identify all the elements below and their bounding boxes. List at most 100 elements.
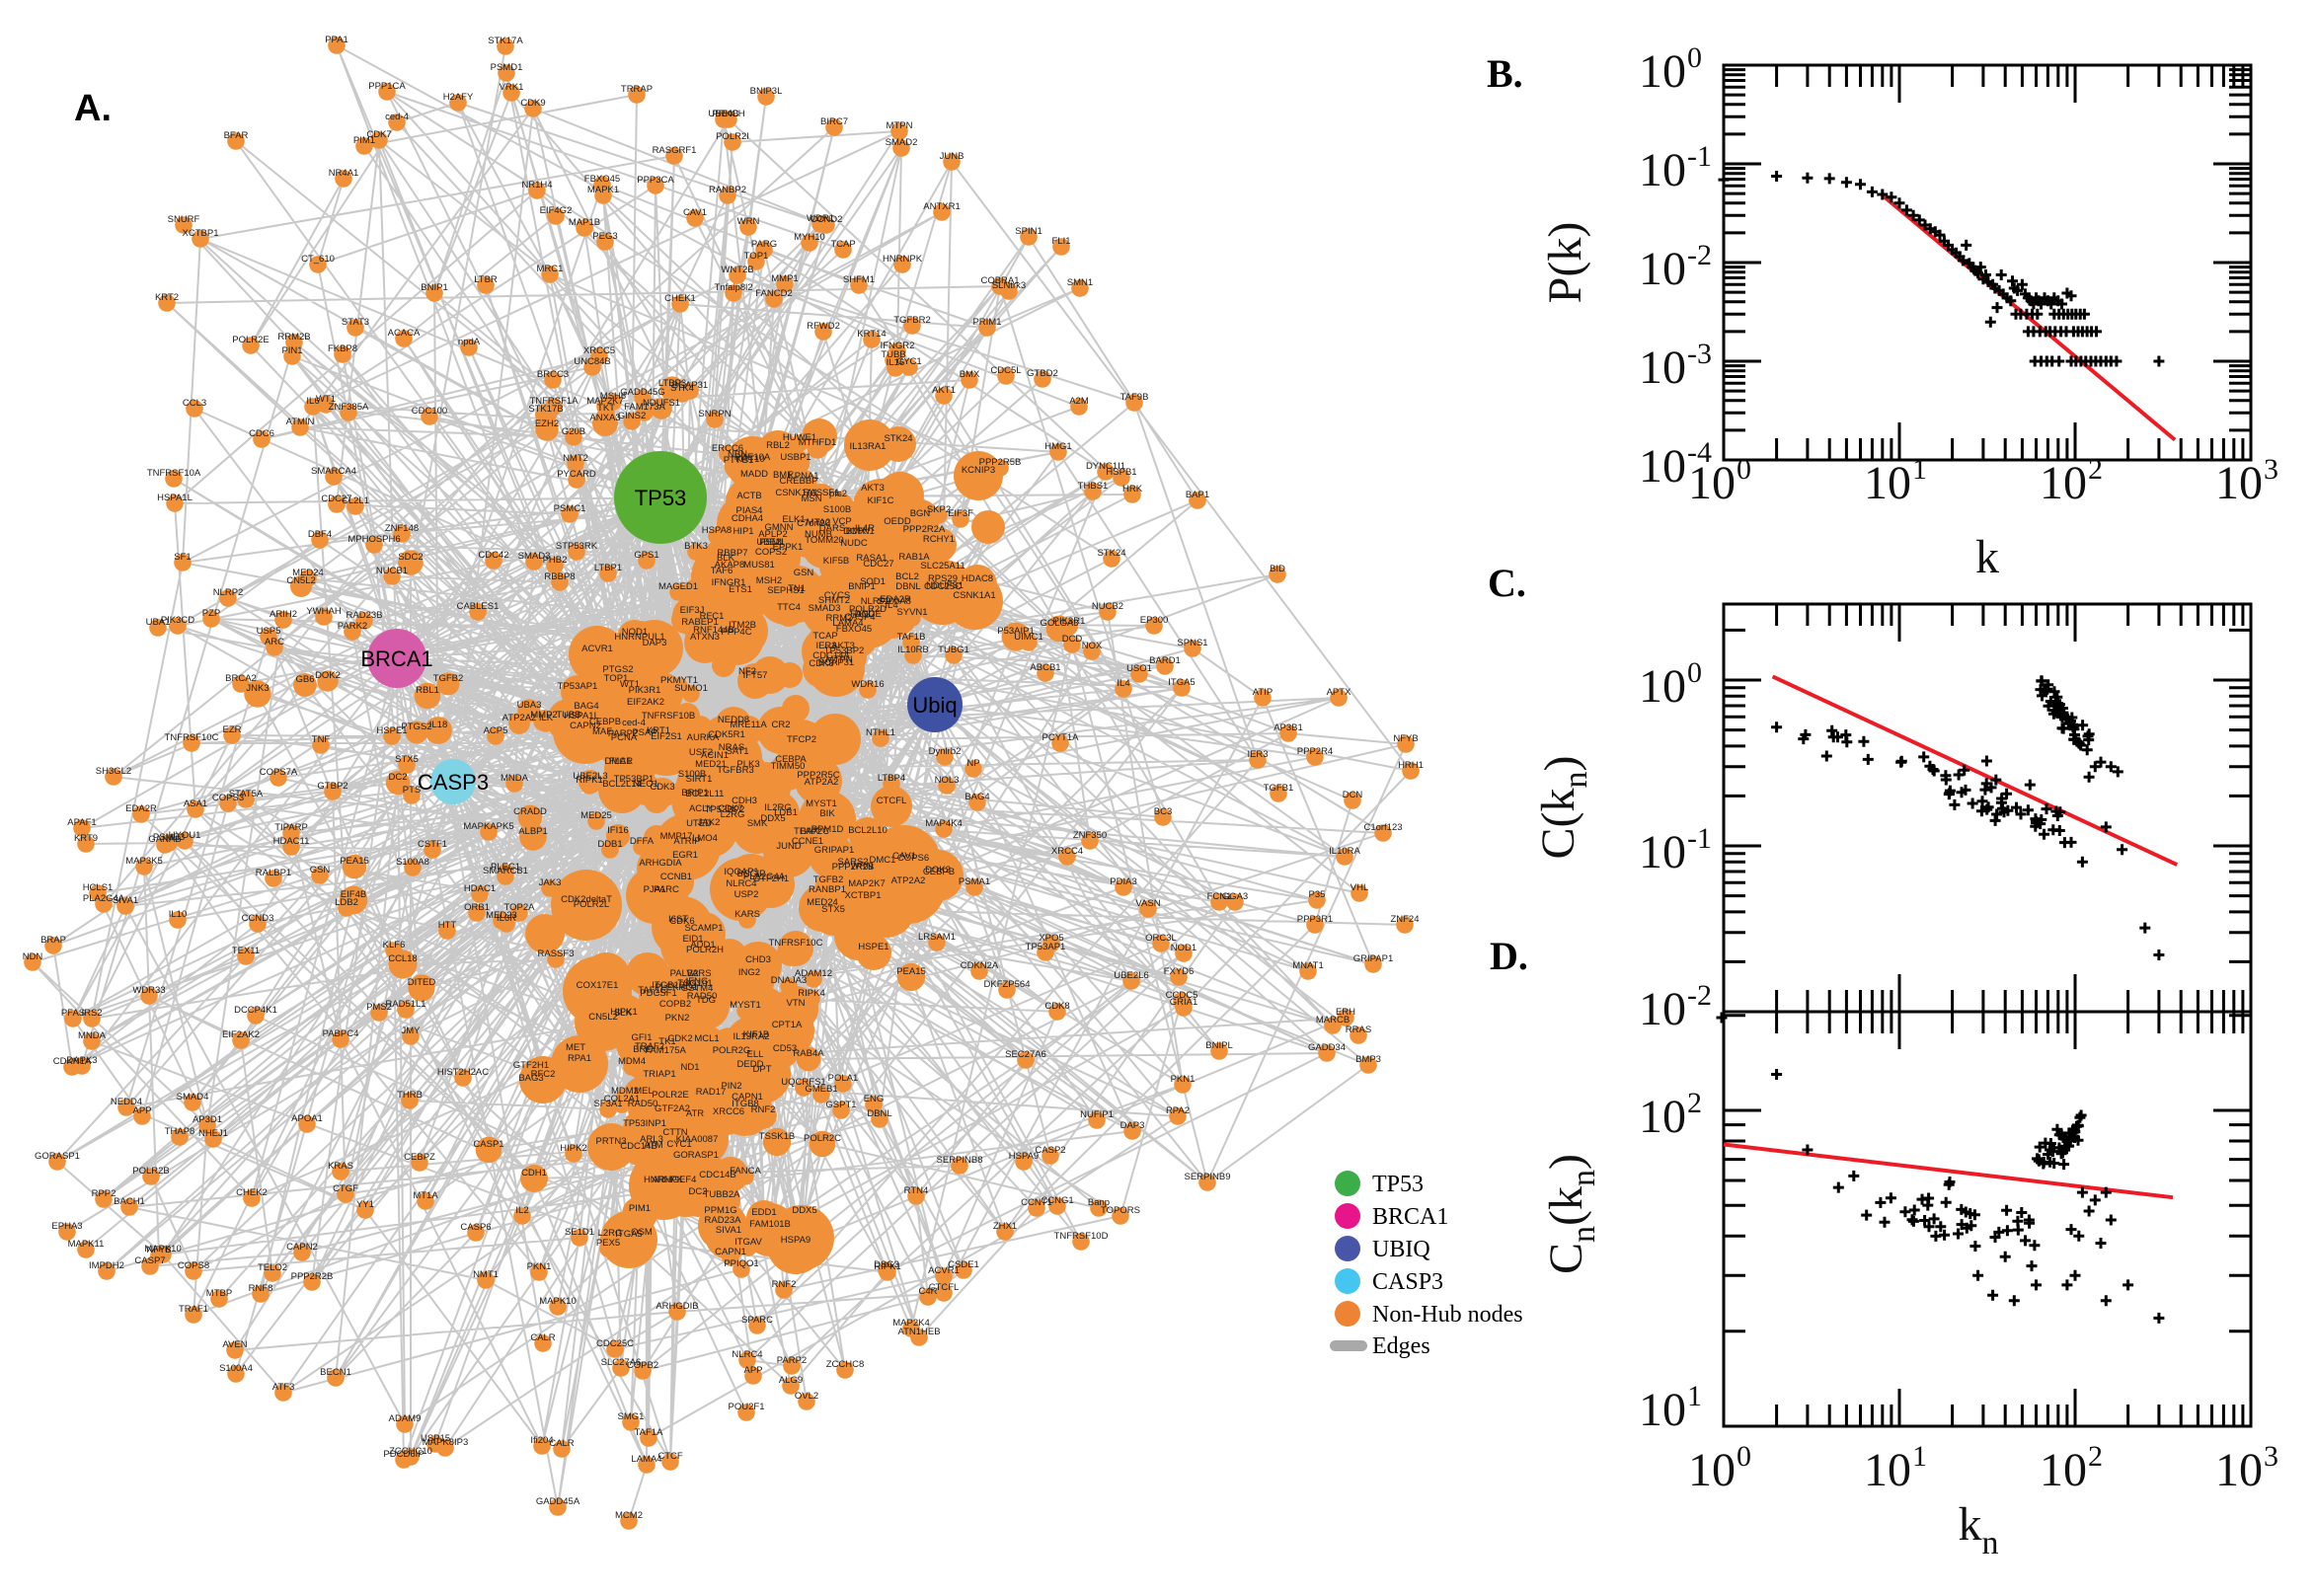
svg-text:WT1: WT1: [620, 679, 640, 690]
svg-text:MAP1B: MAP1B: [569, 217, 600, 228]
svg-text:EDA2R: EDA2R: [880, 594, 911, 605]
svg-text:GRIA1: GRIA1: [1170, 997, 1198, 1008]
svg-text:OSM: OSM: [631, 1227, 653, 1238]
svg-text:MSN: MSN: [801, 494, 821, 504]
svg-text:KIF5B: KIF5B: [823, 556, 849, 567]
svg-text:RFWD2: RFWD2: [807, 321, 840, 332]
svg-text:DC2: DC2: [688, 1186, 707, 1197]
svg-text:THRB: THRB: [397, 1090, 423, 1101]
svg-text:NEDD8: NEDD8: [718, 715, 749, 725]
svg-text:USBP1: USBP1: [780, 452, 811, 463]
svg-text:10: 10: [1688, 1444, 1736, 1496]
svg-text:TGFB1: TGFB1: [1264, 783, 1294, 794]
svg-text:PPP4C: PPP4C: [721, 627, 751, 638]
svg-text:SH3GL2: SH3GL2: [96, 766, 131, 777]
svg-text:MNDA: MNDA: [78, 1030, 107, 1041]
svg-text:ERH: ERH: [1336, 1007, 1355, 1018]
svg-text:PPP2R2A: PPP2R2A: [903, 524, 946, 535]
svg-text:EPHA3: EPHA3: [51, 1221, 82, 1232]
svg-text:CASP1: CASP1: [473, 1139, 503, 1150]
svg-text:CHD3: CHD3: [745, 954, 771, 965]
svg-text:B.: B.: [1487, 51, 1523, 96]
svg-text:P(k): P(k): [1539, 222, 1591, 304]
svg-text:RPA2: RPA2: [1166, 1105, 1190, 1116]
svg-text:UBIQ: UBIQ: [1372, 1237, 1430, 1262]
svg-text:IL4R: IL4R: [855, 523, 875, 534]
svg-text:SHMT2: SHMT2: [818, 595, 850, 606]
svg-text:JUNB: JUNB: [940, 151, 965, 162]
svg-text:DPT: DPT: [753, 1064, 772, 1075]
svg-text:ATP2A2: ATP2A2: [502, 713, 537, 723]
svg-text:CD53: CD53: [773, 1043, 797, 1054]
svg-text:FBXO45: FBXO45: [836, 624, 872, 635]
svg-text:XRCC5: XRCC5: [583, 345, 615, 356]
svg-text:APP: APP: [132, 1105, 151, 1116]
svg-text:KIF1C: KIF1C: [868, 495, 894, 506]
svg-text:PIN1: PIN1: [281, 345, 302, 356]
svg-text:JMY: JMY: [402, 1026, 422, 1036]
svg-text:C(kn): C(kn): [1532, 756, 1594, 860]
svg-text:DAP3: DAP3: [643, 638, 667, 648]
svg-text:RAD23B: RAD23B: [347, 610, 383, 621]
svg-text:CDH3: CDH3: [732, 796, 757, 806]
svg-text:CAV1: CAV1: [683, 207, 707, 218]
svg-text:BMX: BMX: [846, 526, 867, 537]
svg-text:SDC2: SDC2: [398, 552, 423, 563]
svg-text:KRAS: KRAS: [328, 1161, 353, 1172]
svg-text:UBE2I: UBE2I: [756, 537, 783, 548]
svg-text:ATR: ATR: [686, 1108, 704, 1119]
svg-text:APOA1: APOA1: [291, 1113, 323, 1124]
svg-text:AP3D1: AP3D1: [193, 1114, 222, 1125]
svg-text:PARG: PARG: [751, 239, 777, 250]
svg-text:TP53BP2: TP53BP2: [705, 804, 745, 815]
svg-text:EIF4G2: EIF4G2: [540, 205, 573, 216]
svg-text:RFC1: RFC1: [700, 611, 725, 622]
svg-text:JNK3: JNK3: [246, 683, 269, 694]
svg-text:RBL2: RBL2: [766, 440, 790, 451]
svg-text:MAP3K5: MAP3K5: [125, 856, 163, 867]
svg-text:EIF3J: EIF3J: [680, 605, 705, 616]
svg-text:TP53: TP53: [1372, 1172, 1424, 1197]
svg-text:TOPORS: TOPORS: [1101, 1205, 1140, 1216]
svg-text:NR4A1: NR4A1: [329, 168, 359, 179]
svg-text:NDUFS1: NDUFS1: [643, 398, 680, 409]
svg-text:BCAP31: BCAP31: [672, 380, 708, 391]
svg-text:SIVA1: SIVA1: [716, 1225, 741, 1236]
svg-text:UBA1: UBA1: [146, 617, 171, 628]
svg-text:A2M: A2M: [1069, 396, 1089, 407]
svg-text:-2: -2: [1687, 979, 1712, 1012]
svg-text:AKT3: AKT3: [861, 483, 885, 494]
svg-text:BAP1: BAP1: [1186, 490, 1209, 500]
svg-text:TOP1: TOP1: [604, 673, 629, 684]
svg-text:POLR2I: POLR2I: [716, 131, 749, 142]
svg-text:10: 10: [1639, 342, 1686, 394]
svg-text:PLA2G4A: PLA2G4A: [743, 872, 786, 882]
svg-text:RNF144B: RNF144B: [693, 625, 734, 636]
svg-text:CHEK1: CHEK1: [664, 293, 696, 304]
svg-text:RAB4A: RAB4A: [793, 1048, 824, 1059]
svg-text:CSNK1A1: CSNK1A1: [775, 488, 817, 498]
svg-text:PIK3CD: PIK3CD: [161, 615, 194, 626]
svg-text:CSTF1: CSTF1: [418, 839, 447, 850]
svg-text:CDC5L: CDC5L: [990, 365, 1021, 376]
svg-text:10: 10: [2040, 457, 2087, 509]
svg-text:ELK1: ELK1: [782, 514, 805, 525]
svg-text:NP: NP: [966, 758, 979, 769]
svg-text:3: 3: [2264, 1440, 2278, 1473]
svg-text:NUFIP1: NUFIP1: [1080, 1109, 1114, 1120]
svg-text:RANBP2: RANBP2: [709, 185, 746, 195]
svg-text:WT1: WT1: [316, 394, 336, 405]
svg-text:RAD23A: RAD23A: [705, 1215, 742, 1226]
svg-text:MTHFD1: MTHFD1: [799, 437, 837, 448]
svg-text:SUMO1: SUMO1: [674, 683, 708, 694]
svg-text:BNIPL: BNIPL: [1205, 1040, 1232, 1051]
svg-text:HSPA8: HSPA8: [702, 525, 732, 536]
svg-text:ENG: ENG: [864, 1094, 885, 1104]
svg-text:DDX5: DDX5: [760, 813, 785, 824]
svg-text:MYH10: MYH10: [794, 232, 825, 243]
svg-text:BCAP31: BCAP31: [818, 657, 854, 668]
svg-text:CCND2: CCND2: [811, 214, 843, 225]
svg-text:ORB1: ORB1: [464, 902, 490, 913]
svg-text:DAPK3: DAPK3: [66, 1055, 97, 1066]
svg-text:CDC27: CDC27: [863, 559, 893, 570]
